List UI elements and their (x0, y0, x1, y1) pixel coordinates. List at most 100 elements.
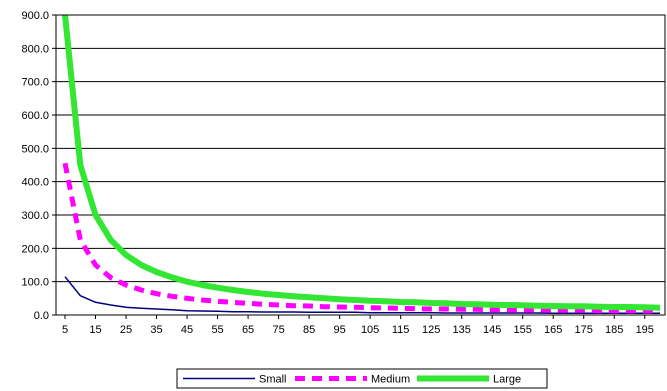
x-axis-tick-labels: 5 15 25 35 45 55 65 75 85 95 105 115 125 135 145 155 165… (62, 315, 654, 336)
data-point (492, 309, 493, 310)
data-point (141, 308, 142, 309)
data-point (232, 290, 233, 291)
x-tick-label: 65 (242, 324, 254, 336)
y-tick-label: 700.0 (21, 77, 49, 89)
data-point (415, 308, 416, 309)
data-point (507, 305, 508, 306)
y-tick-label: 100.0 (21, 277, 49, 289)
data-point (339, 307, 340, 308)
data-point (80, 295, 81, 296)
x-tick-label: 105 (361, 324, 379, 336)
x-tick-label: 95 (333, 324, 345, 336)
data-point (80, 240, 81, 241)
data-point (553, 306, 554, 307)
data-point (385, 301, 386, 302)
x-tick-label: 25 (120, 324, 132, 336)
y-tick-label: 600.0 (21, 110, 49, 122)
data-point (217, 287, 218, 288)
x-tick-label: 85 (303, 324, 315, 336)
x-tick-label: 125 (422, 324, 440, 336)
data-point (263, 312, 264, 313)
data-point (553, 313, 554, 314)
data-point (95, 215, 96, 216)
x-tick-label: 195 (636, 324, 654, 336)
x-tick-label: 35 (150, 324, 162, 336)
y-tick-label: 900.0 (21, 10, 49, 22)
data-point (568, 310, 569, 311)
data-point (370, 307, 371, 308)
data-point (278, 312, 279, 313)
data-point (202, 300, 203, 301)
data-point (278, 305, 279, 306)
data-point (476, 313, 477, 314)
data-point (461, 313, 462, 314)
data-point (568, 313, 569, 314)
data-point (385, 308, 386, 309)
series-line-large (62, 14, 661, 311)
data-point (431, 303, 432, 304)
data-point (553, 310, 554, 311)
data-point (583, 306, 584, 307)
grid-lines (52, 14, 665, 316)
data-point (370, 312, 371, 313)
x-tick-label: 115 (392, 324, 410, 336)
data-point (217, 301, 218, 302)
data-point (446, 309, 447, 310)
x-tick-label: 145 (483, 324, 501, 336)
data-point (431, 312, 432, 313)
x-tick-label: 55 (211, 324, 223, 336)
data-point (95, 265, 96, 266)
data-point (568, 306, 569, 307)
data-point (660, 307, 661, 308)
data-point (507, 313, 508, 314)
data-point (446, 303, 447, 304)
data-point (354, 312, 355, 313)
data-point (232, 311, 233, 312)
y-tick-label: 0.0 (34, 310, 49, 322)
data-point (293, 296, 294, 297)
data-point (248, 311, 249, 312)
data-point (461, 309, 462, 310)
data-point (202, 285, 203, 286)
data-point (583, 310, 584, 311)
x-tick-label: 155 (514, 324, 532, 336)
data-point (537, 305, 538, 306)
data-point (141, 265, 142, 266)
data-point (461, 304, 462, 305)
data-point (187, 298, 188, 299)
data-point (156, 293, 157, 294)
data-point (400, 312, 401, 313)
data-point (415, 312, 416, 313)
series-points-large (65, 15, 661, 309)
x-tick-label: 15 (89, 324, 101, 336)
x-tick-label: 45 (181, 324, 193, 336)
series-line-medium (62, 162, 660, 314)
legend-label-large: Large (493, 374, 521, 386)
data-point (110, 277, 111, 278)
data-point (354, 300, 355, 301)
data-point (171, 309, 172, 310)
data-point (476, 304, 477, 305)
data-point (598, 306, 599, 307)
data-point (339, 312, 340, 313)
data-point (431, 309, 432, 310)
data-point (309, 312, 310, 313)
data-point (446, 313, 447, 314)
data-point (385, 312, 386, 313)
data-point (217, 311, 218, 312)
data-point (629, 310, 630, 311)
data-point (507, 309, 508, 310)
data-point (309, 297, 310, 298)
series-points-medium (65, 163, 661, 312)
data-point (263, 304, 264, 305)
data-point (644, 307, 645, 308)
plot-area-frame (55, 14, 666, 316)
legend-box (176, 368, 548, 389)
data-point (598, 310, 599, 311)
data-point (171, 296, 172, 297)
data-point (65, 276, 66, 277)
legend-label-medium: Medium (371, 374, 410, 386)
x-tick-label: 75 (272, 324, 284, 336)
legend-label-small: Small (259, 374, 287, 386)
